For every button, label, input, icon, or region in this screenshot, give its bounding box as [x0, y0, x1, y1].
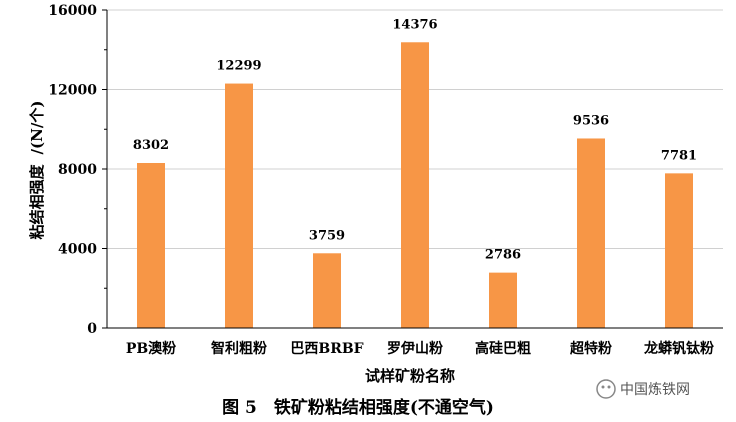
bar [225, 83, 253, 328]
wechat-icon-dot-2 [607, 385, 611, 389]
x-tick-label: 超特粉 [569, 340, 612, 357]
x-tick-label: 巴西BRBF [290, 341, 363, 357]
y-axis-title: 粘结相强度 /(N/个) [28, 101, 46, 240]
y-tick-label: 16000 [48, 3, 97, 19]
y-tick-label: 8000 [58, 162, 97, 178]
bar [665, 173, 693, 328]
bars-group [137, 42, 693, 328]
bar [313, 253, 341, 328]
x-tick-label: 高硅巴粗 [475, 340, 531, 357]
data-label: 2786 [485, 248, 521, 263]
data-label: 12299 [216, 59, 261, 74]
wechat-icon-dot [601, 385, 605, 389]
y-tick-label: 12000 [48, 83, 97, 99]
data-labels-group: 8302 12299 3759 14376 2786 9536 7781 [133, 17, 697, 262]
x-tick-label: 智利粗粉 [210, 340, 267, 357]
x-axis-title: 试样矿粉名称 [365, 367, 455, 385]
data-label: 3759 [309, 228, 345, 243]
watermark: 中国炼铁网 [596, 379, 690, 399]
bar [137, 162, 165, 328]
x-tick-label: 罗伊山粉 [387, 340, 443, 357]
data-label: 8302 [133, 138, 169, 153]
bar [577, 138, 605, 328]
x-tick-label: 龙蟒钒钛粉 [643, 340, 714, 357]
x-axis-ticks: PB澳粉 智利粗粉 巴西BRBF 罗伊山粉 高硅巴粗 超特粉 龙蟒钒钛粉 [126, 340, 714, 357]
y-axis-title-unit: /(N/个) [28, 101, 46, 155]
x-tick-label: PB澳粉 [126, 340, 176, 357]
data-label: 9536 [573, 113, 609, 128]
y-tick-label: 4000 [58, 242, 97, 258]
y-tick-label: 0 [87, 321, 97, 337]
figure-caption: 图 5 铁矿粉粘结相强度(不通空气) [222, 397, 494, 418]
wechat-icon [596, 379, 616, 399]
y-axis-ticks: 0 4000 8000 12000 16000 [48, 3, 107, 337]
bar [489, 272, 517, 328]
data-label: 14376 [392, 17, 437, 32]
bar [401, 42, 429, 328]
watermark-text: 中国炼铁网 [620, 382, 690, 398]
data-label: 7781 [661, 148, 697, 163]
y-axis-title-text: 粘结相强度 [28, 163, 46, 239]
